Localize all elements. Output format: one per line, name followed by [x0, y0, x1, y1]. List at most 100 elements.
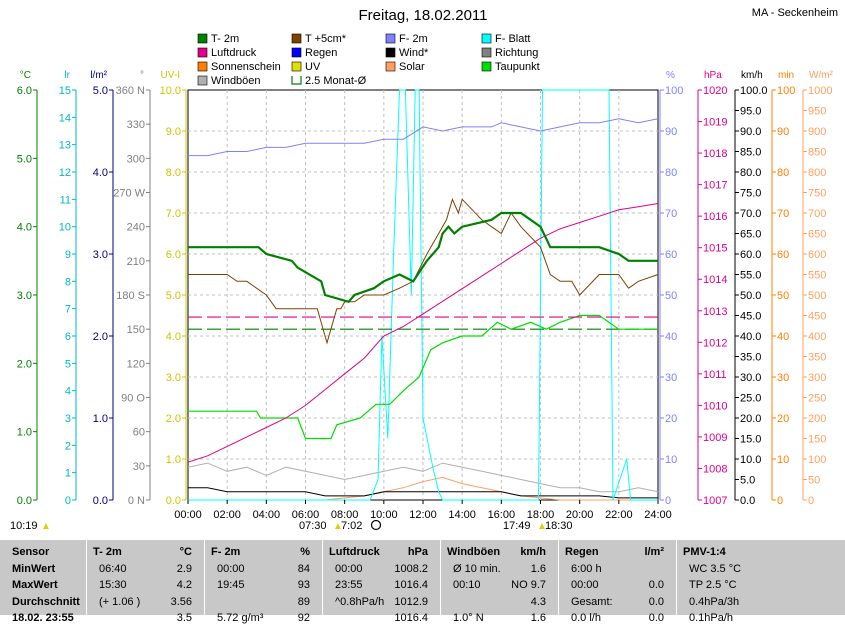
right-axis-tick-label: 30.0: [740, 372, 761, 384]
legend-swatch: [197, 61, 208, 72]
stats-cell-time: 6:00 h: [571, 562, 602, 575]
legend-label: Solar: [399, 61, 425, 73]
x-axis-tick-label: 16:00: [488, 509, 516, 521]
x-axis-tick-label: 10:00: [370, 509, 398, 521]
x-axis-tick-label: 12:00: [409, 509, 437, 521]
series-line-wind: [188, 487, 658, 499]
left-axis-tick-label: 2.0: [17, 358, 32, 370]
right-axis-tick-label: 60: [777, 249, 789, 261]
legend-swatch: [481, 61, 492, 72]
left-axis-tick-label: 1.0: [93, 413, 108, 425]
stats-row-label: MinWert: [12, 562, 56, 575]
stats-cell-time: (+ 1.06 ): [99, 595, 141, 608]
stats-cell-time: 00:00: [217, 562, 245, 575]
legend-label: T- 2m: [211, 33, 239, 45]
right-axis-tick-label: 95.0: [740, 106, 761, 118]
right-axis-tick-label: 50: [777, 290, 789, 302]
left-axis-unit: °C: [20, 70, 31, 81]
x-axis-tick-label: 08:00: [331, 509, 359, 521]
stats-cell-value: 93: [297, 579, 310, 591]
legend-swatch: [291, 61, 302, 72]
left-axis-tick-label: 8: [65, 276, 71, 288]
series-line-t-5cm: [188, 197, 659, 345]
legend-label: UV: [305, 61, 321, 73]
legend: T- 2m T +5cm* F- 2m F- Blatt Luftdruck Regen W…: [197, 33, 540, 87]
right-axis-tick-label: 0: [808, 495, 814, 507]
right-axis-tick-label: 1009: [703, 432, 727, 444]
x-axis-tick-label: 00:00: [174, 509, 202, 521]
right-axis-tick-label: 80: [777, 167, 789, 179]
noon-circle-icon: [370, 519, 382, 531]
right-axis-tick-label: 500: [808, 290, 826, 302]
right-axis-tick-label: 20.0: [740, 413, 761, 425]
left-axis-tick-label: 13: [59, 140, 71, 152]
right-axis-tick-label: 1010: [703, 400, 727, 412]
right-axis-tick-label: 35.0: [740, 352, 761, 364]
x-axis-tick-label: 20:00: [566, 509, 594, 521]
legend-swatch: [385, 33, 396, 44]
right-axis-tick-label: 60.0: [740, 249, 761, 261]
left-axis-tick-label: 0 N: [128, 495, 145, 507]
stats-cell-time: 00:10: [453, 579, 481, 591]
stats-cell-time: 00:00: [571, 579, 599, 591]
legend-label: T +5cm*: [305, 33, 347, 45]
left-axis-tick-label: 14: [59, 112, 71, 124]
right-axis-unit: W/m²: [809, 70, 834, 81]
stats-column: Regen l/m² 6:00 h 00:00 0.0 Gesamt: 0.0 0.0 l/h…: [558, 540, 676, 624]
right-axis-tick-label: 550: [808, 270, 826, 282]
right-axis-tick-label: 25.0: [740, 393, 761, 405]
stats-column: T- 2m °C 06:40 2.9 15:30 4.2 (+ 1.06 ) 3.56 3.5: [86, 540, 204, 624]
stats-cell-time: WC 3.5 °C: [689, 562, 742, 575]
right-axis-tick-label: 850: [808, 147, 826, 159]
series-line-luftdruck: [187, 203, 659, 463]
right-axis-tick-label: 1000: [808, 85, 832, 97]
right-axis-tick-label: 350: [808, 352, 826, 364]
legend-label: 2.5 Monat-Ø: [305, 75, 367, 87]
left-axis-tick-label: 7: [65, 304, 71, 316]
legend-swatch: [197, 47, 208, 58]
stats-cell-value: 0.0: [648, 612, 664, 624]
x-axis-tick-label: 24:00: [644, 509, 672, 521]
stats-cell-value: 4.2: [176, 579, 192, 591]
left-axis-tick-label: 12: [59, 167, 71, 179]
stats-cell-time: 23:55: [335, 579, 363, 591]
stats-column-unit: °C: [179, 546, 192, 558]
series-line-windb-en: [187, 462, 659, 493]
legend-swatch: [291, 76, 302, 85]
left-axis-tick-label: 3.0: [93, 249, 108, 261]
right-axis-tick-label: 450: [808, 311, 826, 323]
left-axis-tick-label: 1: [65, 468, 71, 480]
stats-cell-time: 0.0 l/h: [571, 612, 601, 624]
left-axis-tick-label: 10: [59, 222, 71, 234]
stats-column-header: Regen: [565, 546, 599, 558]
legend-label: Windböen: [211, 75, 261, 87]
stats-row-label: MaxWert: [12, 579, 58, 591]
legend-swatch: [291, 33, 302, 44]
legend-label: Regen: [305, 47, 337, 59]
left-axis-tick-label: 30: [133, 461, 145, 473]
legend-label: Luftdruck: [211, 47, 257, 59]
right-axis-unit: hPa: [704, 70, 722, 81]
right-axis-tick-label: 100: [777, 85, 795, 97]
sun-icon: ▲: [41, 521, 51, 532]
right-axis-tick-label: 50: [808, 475, 820, 487]
stats-cell-value: 1.6: [530, 612, 546, 624]
stats-cell-value: 2.9: [176, 562, 192, 575]
stats-column-unit: hPa: [407, 546, 428, 558]
stats-row-label: 18.02. 23:55: [12, 612, 74, 624]
left-axis-tick-label: 4.0: [17, 222, 32, 234]
left-axis-tick-label: 10.0: [160, 85, 181, 97]
sunset-icon: ▲: [537, 521, 547, 532]
x-axis: 00:00 02:00 04:00 06:00 08:00 10:00 12:00 14:00…: [174, 500, 672, 521]
left-axis-unit: lr: [64, 70, 70, 81]
left-axis-unit: l/m²: [90, 70, 107, 81]
right-axis-tick-label: 100: [665, 85, 683, 97]
stats-cell-value: NO 9.7: [511, 579, 546, 591]
left-axis-tick-label: 180 S: [116, 290, 145, 302]
left-axis-tick-label: 5.0: [166, 290, 181, 302]
legend-label: Richtung: [495, 47, 538, 59]
right-axis-tick-label: 30: [665, 372, 677, 384]
legend-label: Taupunkt: [495, 61, 540, 73]
left-axes: °C6.05.04.03.02.01.00.0lr151413121110987…: [17, 70, 187, 507]
left-axis-tick-label: 0: [65, 495, 71, 507]
